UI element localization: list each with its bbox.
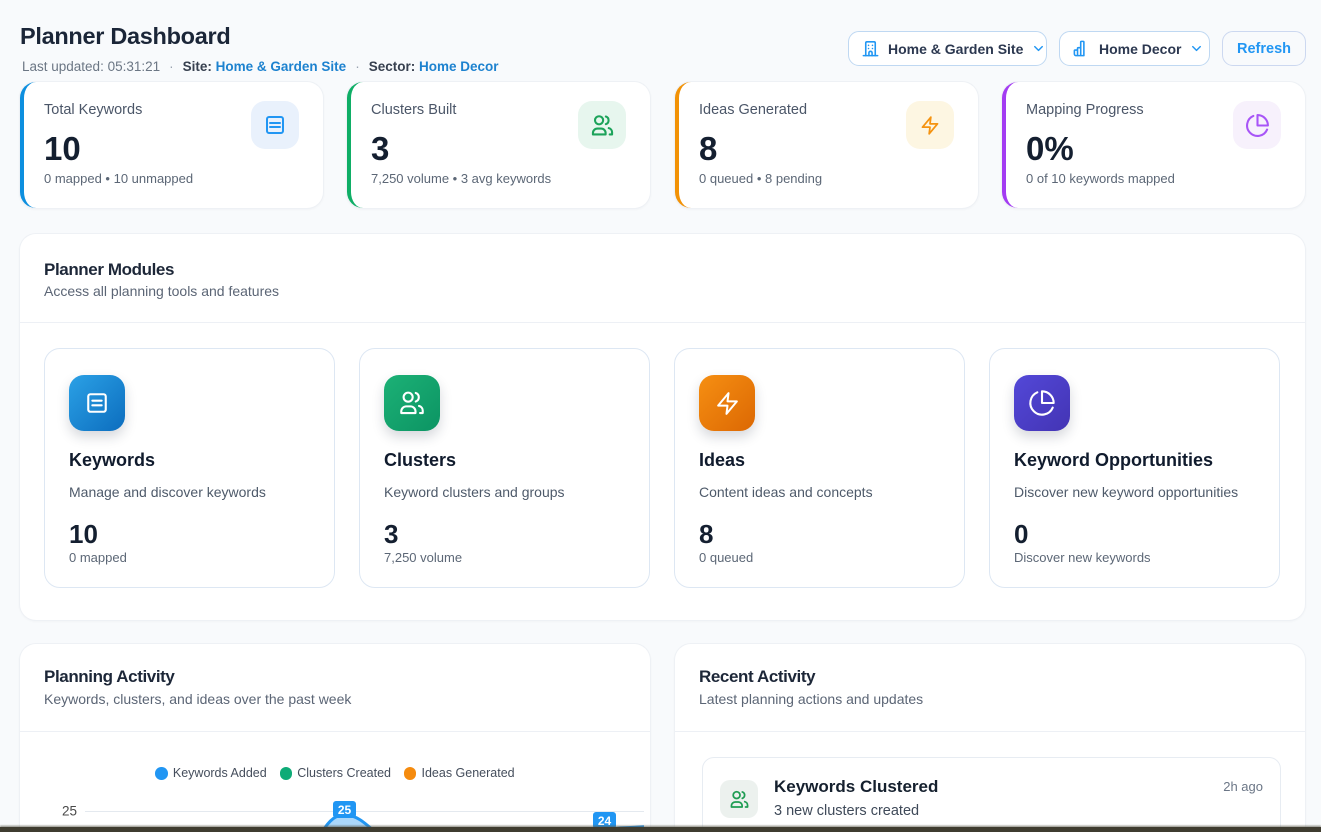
svg-text:24: 24 [598,814,612,828]
svg-text:25: 25 [62,804,77,819]
svg-text:25: 25 [338,803,352,817]
